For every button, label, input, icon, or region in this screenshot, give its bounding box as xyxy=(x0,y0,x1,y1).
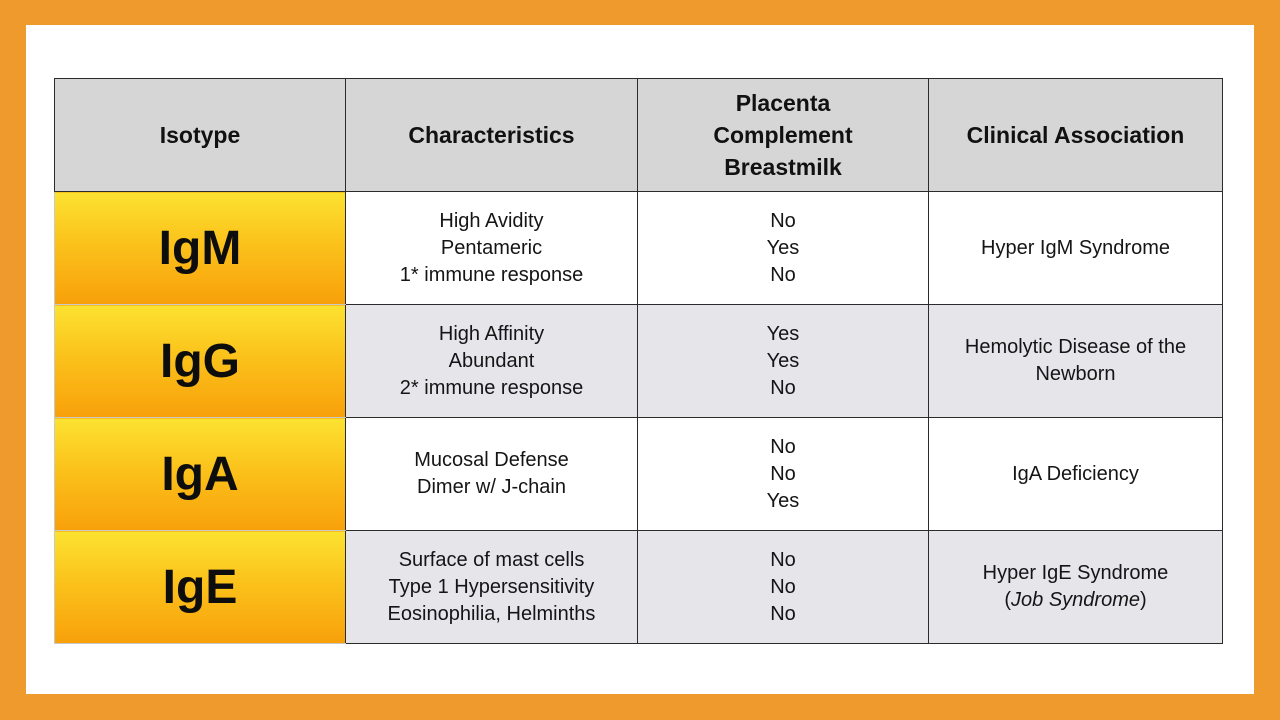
complement-value: No xyxy=(770,575,796,598)
isotype-cell-ige: IgE xyxy=(54,530,346,644)
clinical-cell-iga: IgA Deficiency xyxy=(928,417,1223,531)
clinical-cell-igm: Hyper IgM Syndrome xyxy=(928,191,1223,305)
complement-value: Yes xyxy=(766,349,800,372)
characteristic-line: High Affinity xyxy=(438,322,545,345)
characteristic-line: Mucosal Defense xyxy=(414,449,569,471)
placenta-value: No xyxy=(770,435,796,458)
characteristics-cell-igg: High Affinity Abundant 2* immune respons… xyxy=(345,304,638,418)
table-row-iga: IgA Mucosal Defense Dimer w/ J-chain No … xyxy=(54,417,1223,531)
header-placenta-complement-breastmilk: Placenta Complement Breastmilk xyxy=(637,78,929,192)
transfer-cell-igm: No Yes No xyxy=(637,191,929,305)
placenta-value: No xyxy=(770,548,796,571)
immunoglobulin-isotype-table: Isotype Characteristics Placenta Complem… xyxy=(54,78,1223,644)
paren-close: ) xyxy=(1139,589,1147,611)
isotype-cell-igm: IgM xyxy=(54,191,346,305)
clinical-cell-igg: Hemolytic Disease of the Newborn xyxy=(928,304,1223,418)
isotype-cell-iga: IgA xyxy=(54,417,346,531)
paren-open: ( xyxy=(1004,589,1012,611)
characteristic-line: 2* immune response xyxy=(399,376,584,399)
header-isotype: Isotype xyxy=(54,78,346,192)
header-placenta: Placenta xyxy=(735,90,831,116)
characteristic-line: Eosinophilia, Helminths xyxy=(387,602,596,625)
clinical-line: (Job Syndrome) xyxy=(935,587,1216,614)
complement-value: Yes xyxy=(766,236,800,259)
job-syndrome-text: Job Syndrome xyxy=(1011,589,1140,611)
transfer-cell-iga: No No Yes xyxy=(637,417,929,531)
transfer-cell-ige: No No No xyxy=(637,530,929,644)
table-row-igg: IgG High Affinity Abundant 2* immune res… xyxy=(54,304,1223,418)
characteristic-line: Surface of mast cells xyxy=(398,548,585,571)
complement-value: No xyxy=(770,462,796,485)
characteristic-line: Type 1 Hypersensitivity xyxy=(388,575,595,598)
characteristics-cell-igm: High Avidity Pentameric 1* immune respon… xyxy=(345,191,638,305)
table-row-igm: IgM High Avidity Pentameric 1* immune re… xyxy=(54,191,1223,305)
characteristic-line: Abundant xyxy=(448,349,535,372)
transfer-cell-igg: Yes Yes No xyxy=(637,304,929,418)
placenta-value: Yes xyxy=(766,322,800,345)
characteristic-line: High Avidity xyxy=(439,209,544,232)
header-clinical-association: Clinical Association xyxy=(928,78,1223,192)
characteristic-line: Pentameric xyxy=(440,236,543,259)
placenta-value: No xyxy=(770,209,796,232)
slide-canvas: Isotype Characteristics Placenta Complem… xyxy=(26,25,1254,694)
breastmilk-value: No xyxy=(770,376,796,399)
breastmilk-value: No xyxy=(770,602,796,625)
characteristics-cell-ige: Surface of mast cells Type 1 Hypersensit… xyxy=(345,530,638,644)
clinical-line: Hyper IgE Syndrome xyxy=(982,562,1169,584)
header-breastmilk: Breastmilk xyxy=(724,154,842,180)
header-complement: Complement xyxy=(713,122,853,148)
header-characteristics: Characteristics xyxy=(345,78,638,192)
clinical-cell-ige: Hyper IgE Syndrome (Job Syndrome) xyxy=(928,530,1223,644)
characteristics-cell-iga: Mucosal Defense Dimer w/ J-chain xyxy=(345,417,638,531)
table-row-ige: IgE Surface of mast cells Type 1 Hyperse… xyxy=(54,530,1223,644)
characteristic-line: Dimer w/ J-chain xyxy=(417,476,566,498)
breastmilk-value: Yes xyxy=(766,489,800,512)
table-header-row: Isotype Characteristics Placenta Complem… xyxy=(54,78,1223,192)
isotype-cell-igg: IgG xyxy=(54,304,346,418)
breastmilk-value: No xyxy=(770,263,796,286)
characteristic-line: 1* immune response xyxy=(399,263,584,286)
